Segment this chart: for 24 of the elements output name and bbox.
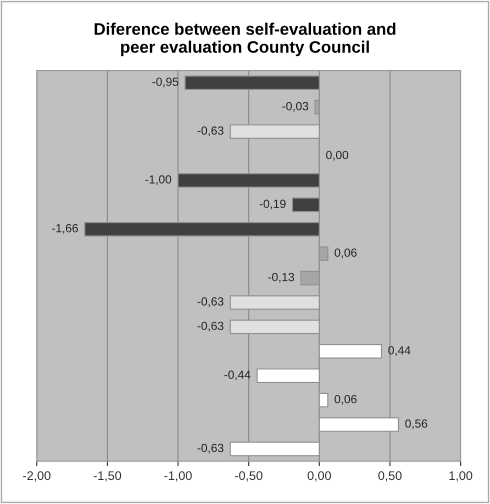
x-tick-label: -1,00 [164, 471, 192, 482]
data-label: 0,56 [405, 419, 428, 430]
data-label: 0,06 [334, 248, 357, 258]
data-label: -0,63 [198, 126, 224, 136]
x-tick-label: -2,00 [23, 471, 51, 482]
data-label: 0,44 [388, 346, 410, 356]
data-label: 0,00 [326, 150, 348, 161]
chart-title: Diference between self-evaluation and peer evaluation County Council [94, 22, 396, 56]
data-label: -0,63 [198, 322, 224, 332]
data-label: -0,63 [198, 297, 224, 308]
x-tick-label: 1,00 [449, 471, 472, 482]
data-label: -0,03 [282, 102, 308, 112]
data-label: 0,06 [334, 394, 357, 405]
x-tick-label: -1,50 [94, 471, 122, 482]
x-tick-label: 0,00 [308, 471, 331, 482]
data-label: -0,63 [198, 444, 224, 454]
x-tick-label: 0,50 [378, 471, 402, 482]
x-tick-label: -0,50 [234, 471, 262, 482]
data-label: -1,00 [145, 175, 172, 185]
data-label: -0,13 [268, 272, 294, 283]
data-label: -0,44 [224, 370, 250, 380]
data-label: -0,95 [152, 78, 178, 88]
data-label: -1,66 [52, 224, 78, 234]
data-label: -0,19 [260, 200, 286, 210]
